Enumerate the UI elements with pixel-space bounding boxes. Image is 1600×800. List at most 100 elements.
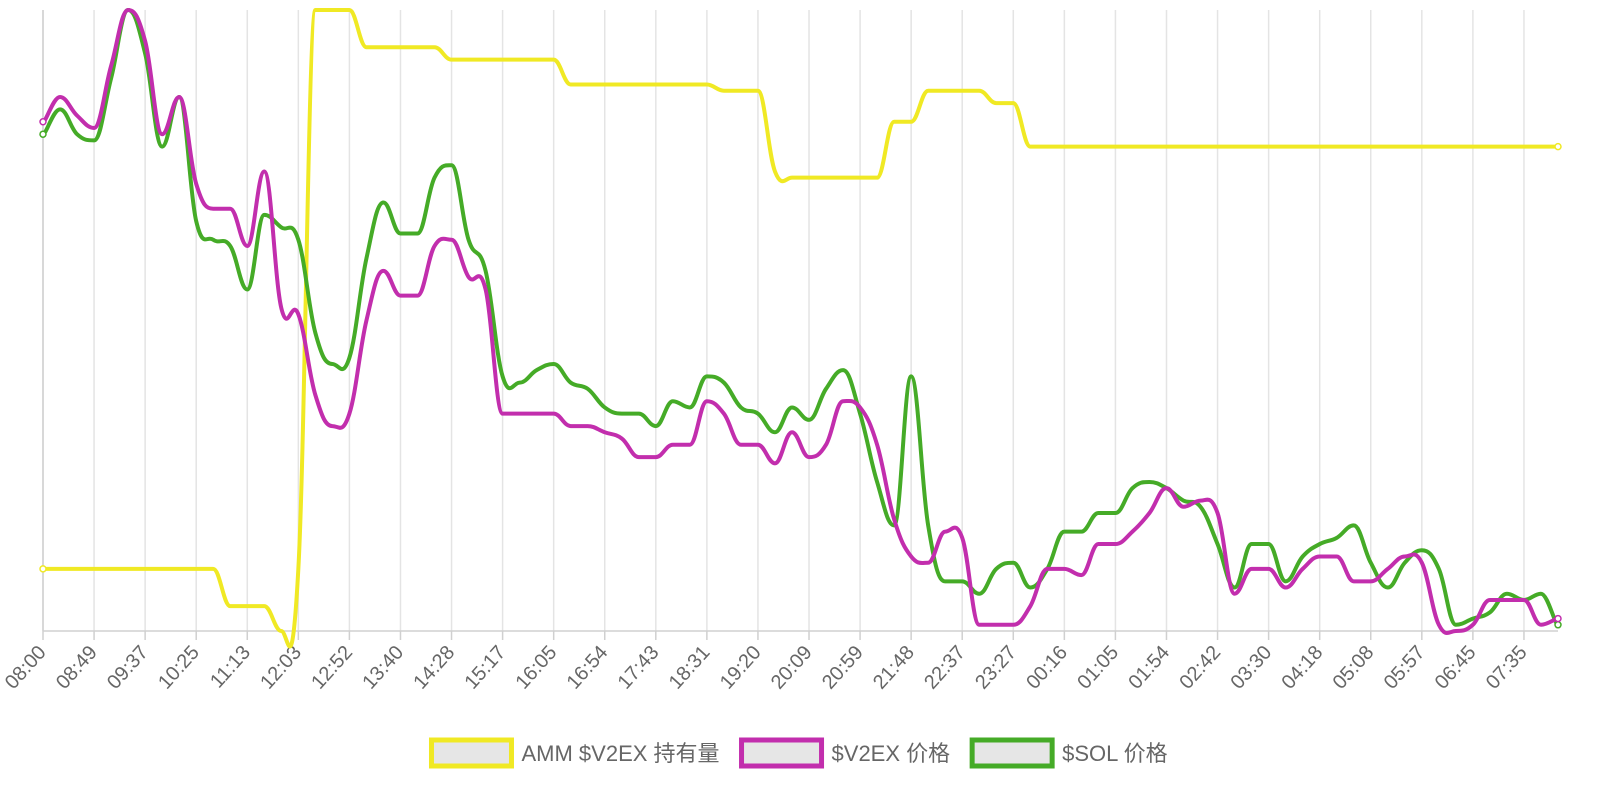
data-point[interactable] xyxy=(1454,623,1458,627)
data-point[interactable] xyxy=(671,443,675,447)
data-point[interactable] xyxy=(381,45,386,49)
data-point[interactable] xyxy=(75,132,79,136)
data-point[interactable] xyxy=(1198,505,1203,509)
data-point[interactable] xyxy=(1488,610,1492,614)
data-point[interactable] xyxy=(1181,145,1186,149)
data-point[interactable] xyxy=(1028,145,1032,149)
data-point[interactable] xyxy=(841,368,845,372)
data-point[interactable] xyxy=(483,287,488,292)
data-point[interactable] xyxy=(926,561,930,565)
data-point[interactable] xyxy=(160,145,164,149)
data-point[interactable] xyxy=(875,443,879,447)
data-point[interactable] xyxy=(943,89,947,93)
data-point[interactable] xyxy=(1318,542,1322,546)
data-point[interactable] xyxy=(1011,101,1015,105)
data-point[interactable] xyxy=(586,387,590,391)
data-point[interactable] xyxy=(466,275,471,279)
data-point[interactable] xyxy=(1164,145,1169,149)
data-point[interactable] xyxy=(960,579,964,583)
data-point[interactable] xyxy=(909,120,913,124)
data-point[interactable] xyxy=(126,8,130,12)
data-point[interactable] xyxy=(1232,145,1237,149)
data-point[interactable] xyxy=(603,430,607,434)
data-point[interactable] xyxy=(807,418,811,422)
data-point[interactable] xyxy=(926,89,930,93)
data-point[interactable] xyxy=(1249,542,1254,546)
data-point[interactable] xyxy=(1352,145,1356,149)
data-point[interactable] xyxy=(994,567,998,571)
data-point[interactable] xyxy=(1505,145,1509,149)
data-point[interactable] xyxy=(194,567,198,571)
data-point[interactable] xyxy=(126,567,130,571)
data-point[interactable] xyxy=(262,213,266,217)
data-point[interactable] xyxy=(1335,145,1339,149)
data-point[interactable] xyxy=(518,381,522,385)
data-point[interactable] xyxy=(296,567,300,571)
data-point[interactable] xyxy=(1096,542,1100,546)
data-point[interactable] xyxy=(432,45,437,49)
data-point[interactable] xyxy=(1554,621,1562,629)
data-point[interactable] xyxy=(1062,567,1066,571)
data-point[interactable] xyxy=(228,604,232,608)
data-point[interactable] xyxy=(1198,498,1203,503)
data-point[interactable] xyxy=(1267,542,1271,546)
data-point[interactable] xyxy=(296,312,300,316)
data-point[interactable] xyxy=(1522,598,1526,602)
data-point[interactable] xyxy=(722,381,726,385)
data-point[interactable] xyxy=(330,424,334,428)
data-point[interactable] xyxy=(1232,585,1237,590)
data-point[interactable] xyxy=(790,405,794,410)
data-point[interactable] xyxy=(1079,530,1083,534)
data-point[interactable] xyxy=(330,362,334,366)
data-point[interactable] xyxy=(1301,145,1305,149)
data-point[interactable] xyxy=(1420,548,1424,552)
data-point[interactable] xyxy=(756,412,760,416)
data-point[interactable] xyxy=(1079,145,1083,149)
data-point[interactable] xyxy=(943,579,947,583)
data-point[interactable] xyxy=(449,163,454,167)
data-point[interactable] xyxy=(1454,629,1458,633)
data-point[interactable] xyxy=(960,536,964,540)
data-point[interactable] xyxy=(1249,567,1254,571)
data-point[interactable] xyxy=(1369,561,1373,565)
data-point[interactable] xyxy=(449,58,454,62)
data-point[interactable] xyxy=(1028,604,1032,608)
data-point[interactable] xyxy=(552,58,556,62)
data-point[interactable] xyxy=(92,126,96,130)
data-point[interactable] xyxy=(466,238,471,242)
data-point[interactable] xyxy=(1301,554,1305,559)
data-point[interactable] xyxy=(1420,561,1424,565)
data-point[interactable] xyxy=(109,567,113,571)
data-point[interactable] xyxy=(1130,530,1135,534)
data-point[interactable] xyxy=(671,399,675,403)
data-point[interactable] xyxy=(194,182,198,186)
data-point[interactable] xyxy=(773,461,777,465)
data-point[interactable] xyxy=(535,412,539,416)
data-point[interactable] xyxy=(279,629,283,633)
data-point[interactable] xyxy=(143,39,147,43)
data-point[interactable] xyxy=(1215,542,1220,546)
data-point[interactable] xyxy=(620,82,624,87)
data-point[interactable] xyxy=(39,130,47,138)
data-point[interactable] xyxy=(347,356,352,360)
data-point[interactable] xyxy=(177,95,181,99)
data-point[interactable] xyxy=(1113,511,1118,515)
data-point[interactable] xyxy=(381,200,386,205)
data-point[interactable] xyxy=(211,567,215,571)
data-point[interactable] xyxy=(1096,511,1100,515)
data-point[interactable] xyxy=(364,318,369,323)
data-point[interactable] xyxy=(722,89,726,93)
data-point[interactable] xyxy=(58,567,62,571)
data-point[interactable] xyxy=(1505,598,1509,602)
data-point[interactable] xyxy=(1437,623,1441,627)
data-point[interactable] xyxy=(1471,623,1475,627)
data-point[interactable] xyxy=(501,412,505,416)
data-point[interactable] xyxy=(1079,573,1083,577)
data-point[interactable] xyxy=(432,176,437,180)
data-point[interactable] xyxy=(535,58,539,62)
data-point[interactable] xyxy=(1096,145,1100,149)
data-point[interactable] xyxy=(841,176,845,180)
data-point[interactable] xyxy=(364,256,369,260)
data-point[interactable] xyxy=(364,45,369,49)
data-point[interactable] xyxy=(262,169,266,174)
